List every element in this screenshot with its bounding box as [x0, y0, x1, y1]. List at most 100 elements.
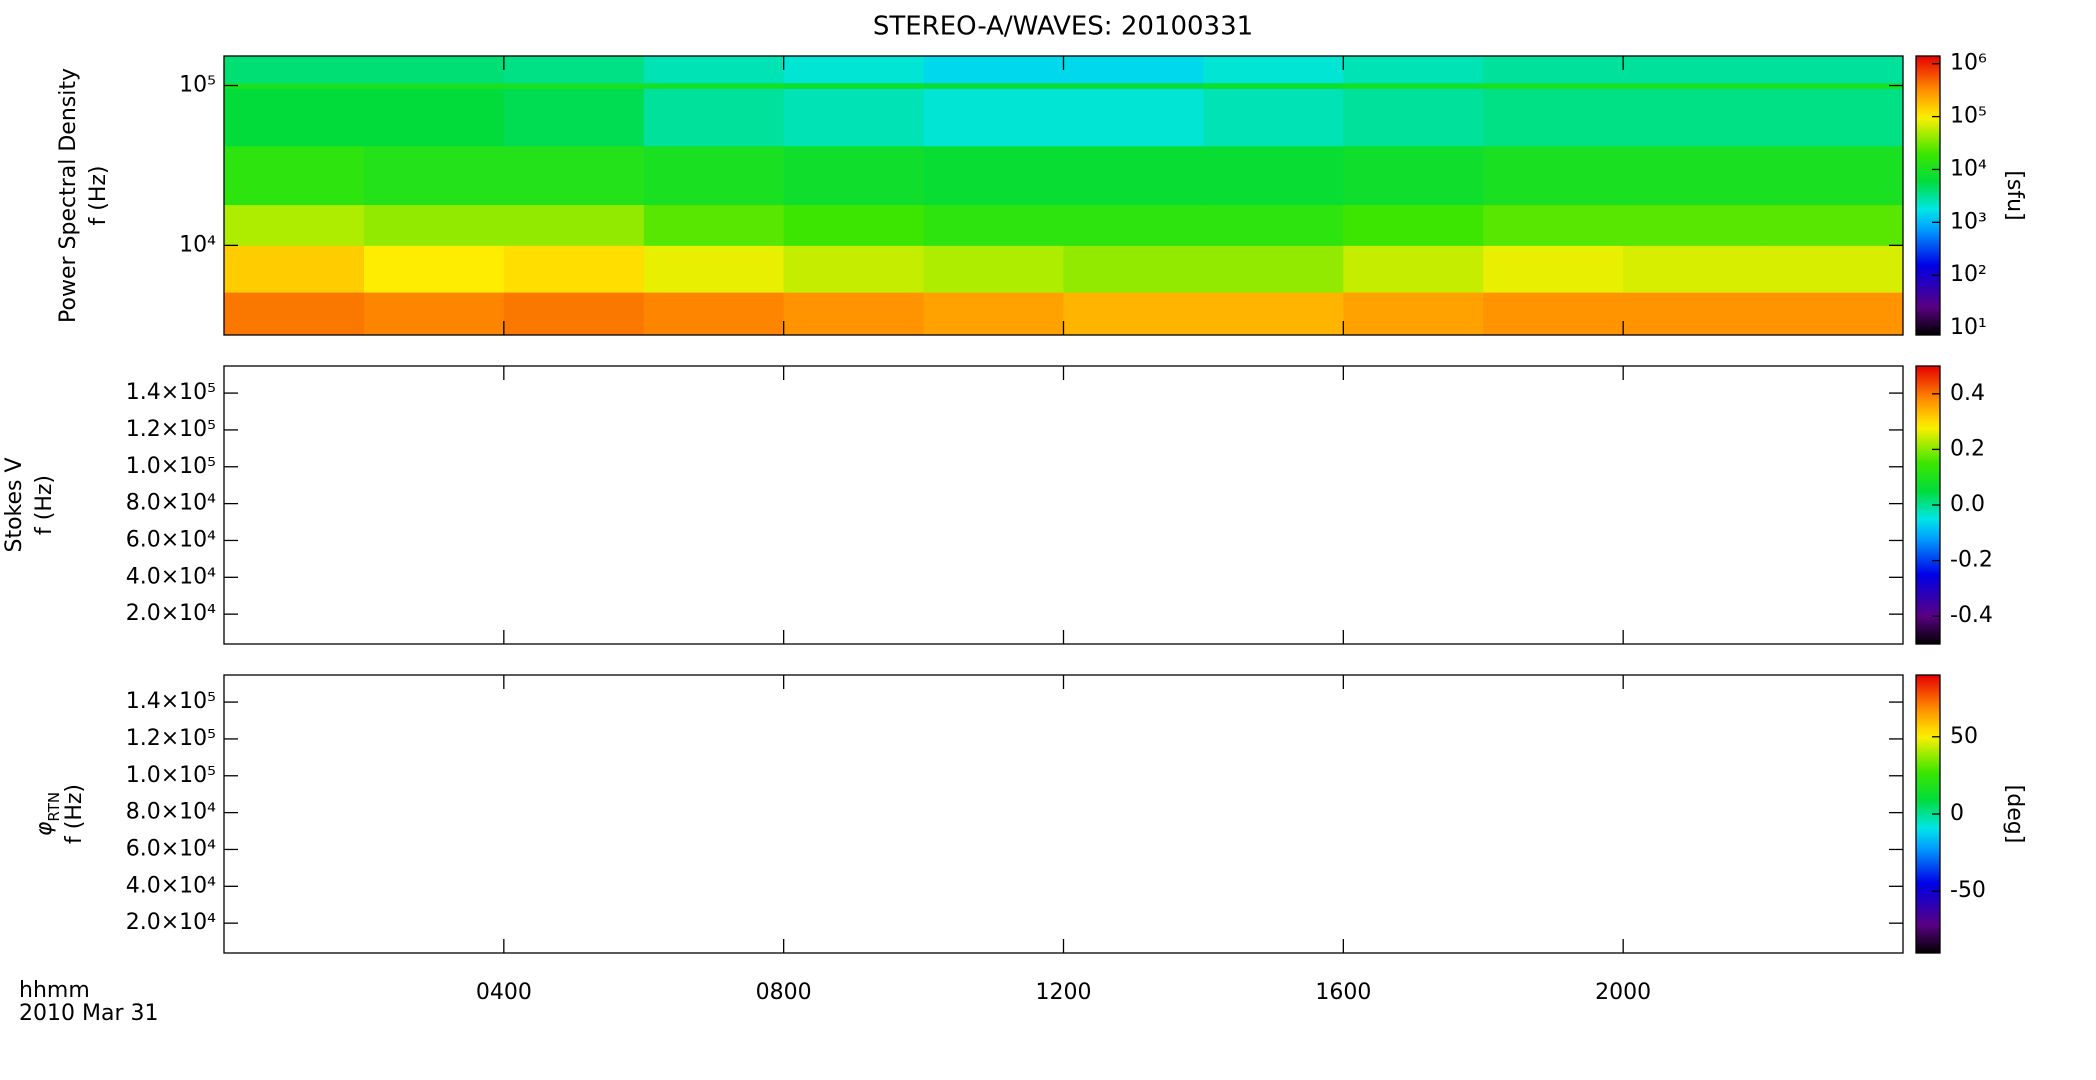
- spectrogram-cell: [643, 245, 785, 293]
- spectrogram-cell: [1763, 56, 1904, 84]
- spectrogram-cell: [1063, 56, 1204, 84]
- spectrogram-cell: [1063, 245, 1204, 293]
- colorbar-tick-label: 50: [1950, 724, 1978, 749]
- spectrogram-cell: [923, 245, 1064, 293]
- y-tick-label: 8.0×10⁴: [126, 491, 216, 516]
- spectrogram-cell: [1623, 56, 1764, 84]
- spectrogram-cell: [224, 145, 365, 206]
- spectrogram-cell: [1063, 145, 1204, 206]
- colorbar-label: [deg]: [2002, 785, 2027, 844]
- spectrogram-cell: [363, 82, 505, 89]
- spectrogram-cell: [923, 204, 1064, 246]
- spectrogram-cell: [1203, 56, 1344, 84]
- x-axis-label: hhmm: [19, 978, 90, 1003]
- x-tick-label: 0800: [756, 980, 812, 1005]
- spectrogram-cell: [783, 204, 925, 246]
- y-tick-label: 1.2×10⁵: [126, 417, 216, 442]
- spectrogram-cell: [1203, 292, 1344, 336]
- spectrogram-cell: [1063, 88, 1204, 147]
- spectrogram-cell: [783, 145, 925, 206]
- spectrogram-cell: [1343, 292, 1484, 336]
- spectrogram-cell: [923, 88, 1064, 147]
- spectrogram-cell: [1063, 292, 1204, 336]
- y-label-subscript: RTN: [45, 792, 63, 822]
- spectrogram-cell: [1623, 82, 1764, 89]
- spectrogram-cell: [1483, 245, 1624, 293]
- spectrogram-cell: [1063, 204, 1204, 246]
- spectrogram-cell: [1343, 56, 1484, 84]
- spectrogram-cell: [1343, 204, 1484, 246]
- colorbar-tick-label: 0.0: [1950, 492, 1985, 517]
- spectrogram-cell: [1763, 88, 1904, 147]
- x-tick-label: 1200: [1036, 980, 1092, 1005]
- x-tick-label: 2000: [1595, 980, 1651, 1005]
- y-tick-label: 8.0×10⁴: [126, 800, 216, 825]
- spectrogram-cell: [224, 56, 365, 84]
- plot-frame: [223, 674, 1904, 954]
- spectrogram-cell: [1483, 204, 1624, 246]
- spectrogram-cell: [1063, 82, 1204, 89]
- y-tick-label: 4.0×10⁴: [126, 873, 216, 898]
- y-tick-label: 4.0×10⁴: [126, 564, 216, 589]
- spectrogram-cell: [503, 82, 645, 89]
- y-axis-label: f (Hz): [32, 475, 57, 535]
- spectrogram-cell: [1343, 145, 1484, 206]
- y-tick-label: 1.4×10⁵: [126, 689, 216, 714]
- spectrogram-cell: [1203, 82, 1344, 89]
- spectrogram-cell: [1343, 82, 1484, 89]
- spectrogram-cell: [1623, 145, 1764, 206]
- spectrogram-cell: [1483, 292, 1624, 336]
- spectrogram-cell: [1203, 245, 1344, 293]
- spectrogram-cell: [363, 204, 505, 246]
- spectrogram-cell: [923, 292, 1064, 336]
- colorbar-tick-label: 0.2: [1950, 436, 1985, 461]
- spectrogram-cell: [1483, 145, 1624, 206]
- y-tick-label: 1.2×10⁵: [126, 726, 216, 751]
- spectrogram-cell: [1763, 292, 1904, 336]
- spectrogram-cell: [1623, 292, 1764, 336]
- colorbar-tick-label: -0.4: [1950, 603, 1993, 628]
- spectrogram-cell: [224, 204, 365, 246]
- colorbar-label: [sfu]: [2002, 170, 2027, 220]
- spectrogram-cell: [783, 56, 925, 84]
- x-tick-label: 0400: [476, 980, 532, 1005]
- spectrogram-cell: [503, 145, 645, 206]
- spectrogram-cell: [1623, 204, 1764, 246]
- spectrogram-cell: [923, 56, 1064, 84]
- spectrogram-cell: [1203, 204, 1344, 246]
- spectrogram-cell: [783, 292, 925, 336]
- spectrogram-cell: [503, 204, 645, 246]
- spectrogram-cell: [1483, 88, 1624, 147]
- spectrogram-cell: [503, 245, 645, 293]
- colorbar: [1915, 55, 1941, 336]
- spectrogram-cell: [1343, 88, 1484, 147]
- y-axis-label: φRTN: [32, 792, 63, 836]
- y-tick-label: 6.0×10⁴: [126, 836, 216, 861]
- y-tick-label: 2.0×10⁴: [126, 910, 216, 935]
- spectrogram-cell: [923, 145, 1064, 206]
- y-tick-label: 1.0×10⁵: [126, 763, 216, 788]
- spectrogram-cell: [1483, 82, 1624, 89]
- colorbar-tick-label: 10⁶: [1950, 51, 1987, 76]
- plot-frame: [223, 365, 1904, 645]
- y-tick-label: 10⁴: [179, 232, 216, 257]
- spectrogram-cell: [224, 88, 365, 147]
- spectrogram-cell: [1763, 204, 1904, 246]
- spectrogram-cell: [923, 82, 1064, 89]
- y-tick-label: 1.0×10⁵: [126, 454, 216, 479]
- spectrogram-cell: [363, 245, 505, 293]
- colorbar-tick-label: 10²: [1950, 262, 1987, 287]
- spectrogram-cell: [783, 245, 925, 293]
- spectrogram-cell: [363, 56, 505, 84]
- y-tick-label: 6.0×10⁴: [126, 527, 216, 552]
- spectrogram-cell: [503, 292, 645, 336]
- y-axis-label: Stokes V: [2, 457, 27, 552]
- spectrogram-cell: [363, 145, 505, 206]
- spectrogram-cell: [643, 204, 785, 246]
- y-label-symbol: φ: [32, 821, 57, 836]
- colorbar-tick-label: 10¹: [1950, 315, 1987, 340]
- y-axis-label: f (Hz): [62, 784, 87, 844]
- spectrogram-cell: [363, 88, 505, 147]
- spectrogram-cell: [643, 82, 785, 89]
